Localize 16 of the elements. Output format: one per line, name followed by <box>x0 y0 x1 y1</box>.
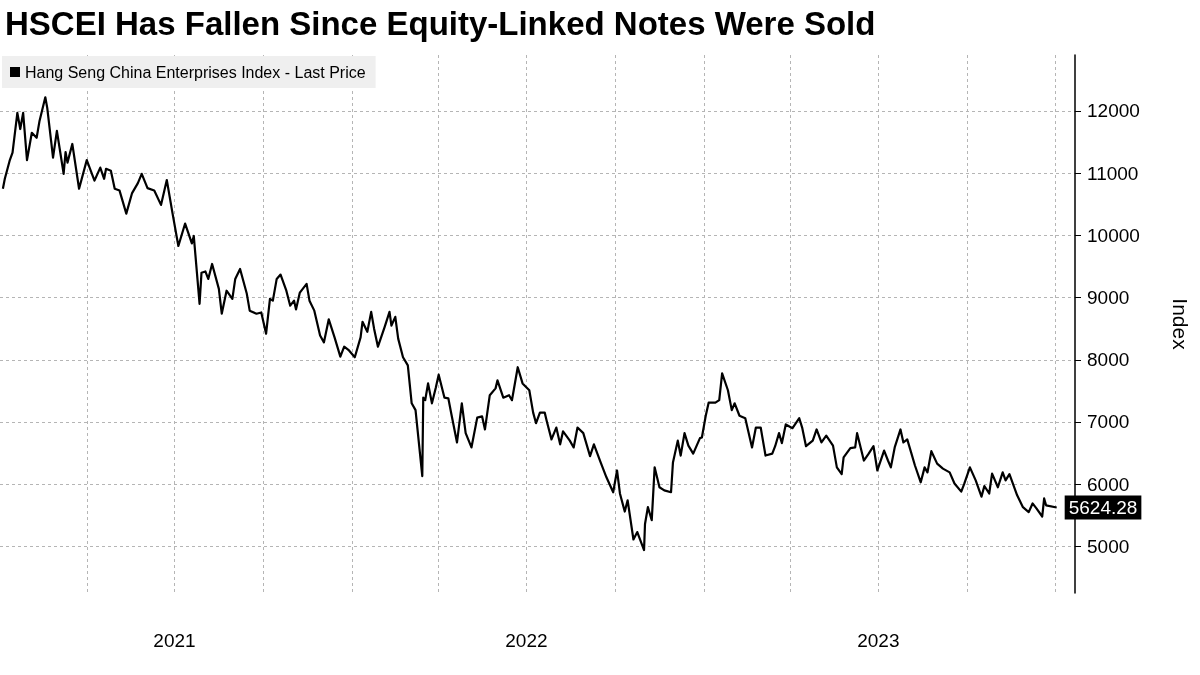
legend-label: Hang Seng China Enterprises Index - Last Price <box>25 63 366 81</box>
line-series <box>1 96 1058 552</box>
annotation: 5624.28 <box>1068 497 1138 519</box>
y-tick-label: 8000 <box>1087 349 1130 371</box>
y-axis-title: Index <box>1169 298 1192 351</box>
y-tick-label: 12000 <box>1087 100 1140 122</box>
y-tick-label: 11000 <box>1087 162 1139 184</box>
y-tick-label: 6000 <box>1087 473 1130 495</box>
x-tick-label: 2021 <box>153 630 196 651</box>
y-tick-label: 10000 <box>1087 224 1140 246</box>
x-tick-label: 2022 <box>505 630 548 651</box>
x-tick-label: 2023 <box>857 630 900 651</box>
y-tick-label: 5000 <box>1087 535 1130 557</box>
chart-title: HSCEI Has Fallen Since Equity-Linked Notes Were Sold <box>5 5 876 42</box>
y-tick-label: 9000 <box>1087 287 1130 309</box>
y-tick-label: 7000 <box>1087 411 1130 433</box>
